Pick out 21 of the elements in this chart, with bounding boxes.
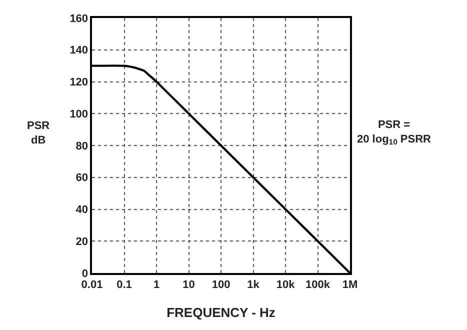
text: PSR = 20 log$_{10}$ PSRR (357, 119, 432, 147)
x-tick-label: 1M (342, 278, 358, 291)
x-axis-title: FREQUENCY - Hz (166, 305, 276, 320)
y-axis-title: PSR dB (27, 120, 50, 146)
y-tick-label: 40 (76, 204, 88, 216)
y-tick-label: 60 (76, 172, 88, 184)
y-tick-label: 0 (82, 268, 88, 280)
y-tick-label: 120 (70, 76, 88, 89)
x-tick-label: 0.1 (116, 278, 132, 291)
y-tick-label: 20 (76, 236, 88, 248)
x-tick-label: 0.01 (81, 278, 103, 291)
x-tick-label: 10 (182, 278, 195, 291)
x-tick-label: 100 (212, 278, 230, 291)
y-tick-label: 100 (70, 108, 88, 120)
x-tick-label: 1k (247, 278, 260, 291)
x-tick-label: 100k (306, 278, 331, 291)
y-tick-label: 140 (70, 44, 88, 57)
y-tick-label: 80 (76, 140, 88, 152)
y-tick-label: 160 (70, 12, 88, 25)
x-tick-label: 1 (153, 278, 160, 291)
x-tick-label: 10k (276, 278, 296, 291)
